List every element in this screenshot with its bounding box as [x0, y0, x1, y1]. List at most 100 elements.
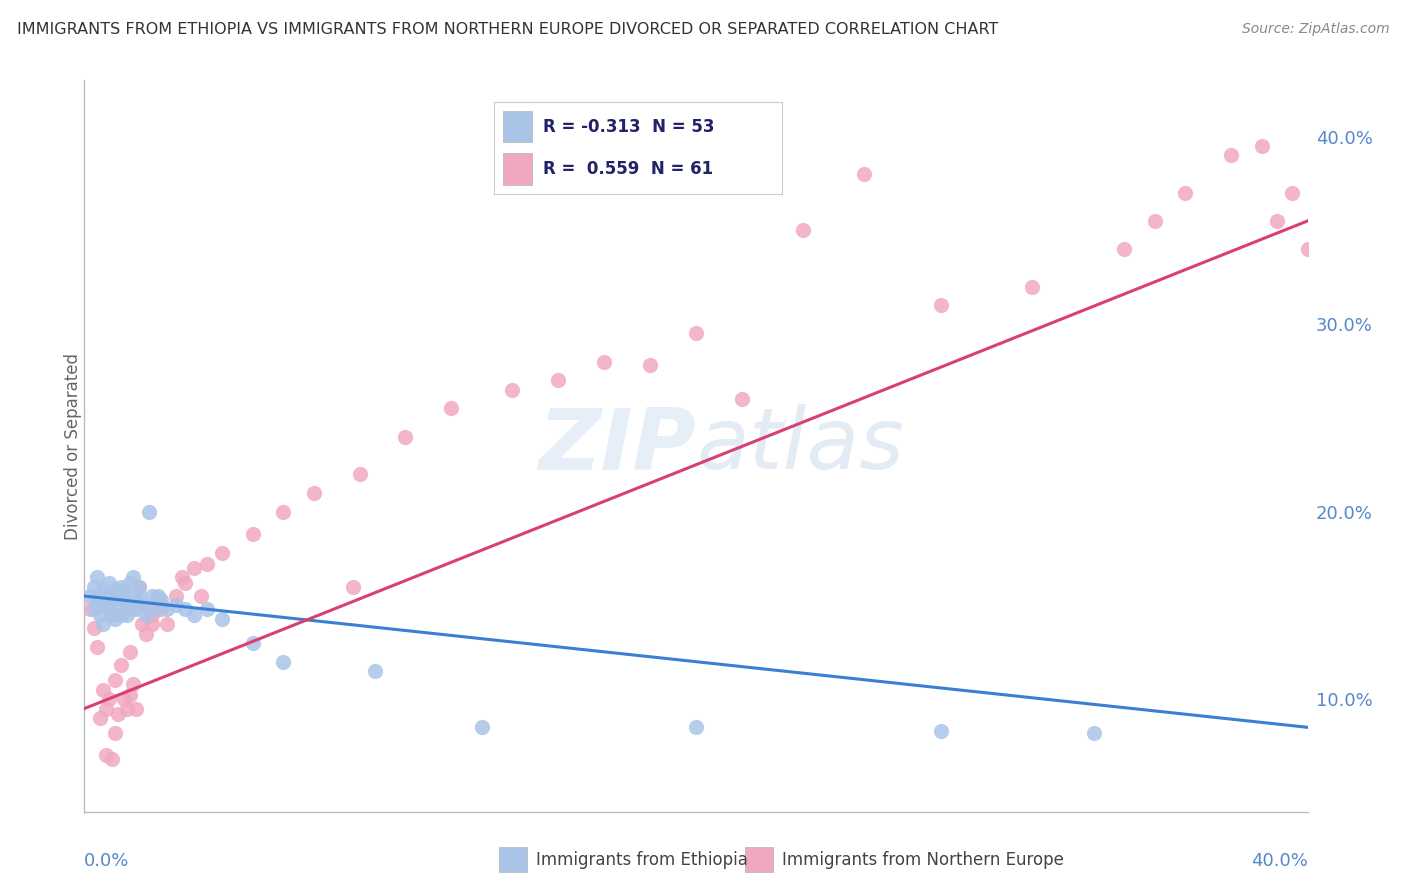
Point [149, 599, 172, 613]
Point [131, 617, 153, 632]
Point [1174, 186, 1197, 200]
Point [101, 752, 124, 766]
Point [91, 682, 114, 697]
Point [143, 595, 166, 609]
Point [1220, 148, 1243, 162]
Point [141, 589, 163, 603]
Point [440, 401, 463, 416]
Point [1265, 214, 1288, 228]
Point [115, 607, 138, 622]
Point [122, 570, 145, 584]
Point [131, 599, 153, 613]
Point [122, 677, 145, 691]
Point [97, 602, 120, 616]
Point [94, 599, 117, 613]
Point [143, 602, 166, 616]
Point [593, 354, 616, 368]
Point [112, 692, 135, 706]
Text: IMMIGRANTS FROM ETHIOPIA VS IMMIGRANTS FROM NORTHERN EUROPE DIVORCED OR SEPARATE: IMMIGRANTS FROM ETHIOPIA VS IMMIGRANTS F… [17, 22, 998, 37]
Point [149, 592, 172, 607]
Point [190, 589, 212, 603]
Point [141, 607, 163, 622]
Point [211, 611, 233, 625]
Point [302, 486, 325, 500]
Point [104, 583, 127, 598]
Point [242, 527, 264, 541]
Point [1021, 279, 1043, 293]
Point [120, 689, 142, 703]
Point [183, 607, 205, 622]
Point [138, 602, 160, 616]
Point [83, 621, 105, 635]
Point [86, 640, 108, 654]
Point [128, 580, 150, 594]
Point [94, 589, 117, 603]
Point [107, 589, 129, 603]
Point [120, 575, 142, 590]
Point [125, 592, 148, 607]
Point [110, 580, 132, 594]
Point [1250, 139, 1272, 153]
Point [174, 602, 197, 616]
Point [104, 673, 127, 688]
Point [547, 373, 569, 387]
Point [104, 726, 127, 740]
Point [929, 298, 952, 312]
Point [112, 583, 135, 598]
Point [89, 599, 111, 613]
Point [83, 602, 105, 616]
Text: Immigrants from Ethiopia: Immigrants from Ethiopia [536, 851, 748, 869]
Point [172, 570, 194, 584]
Point [929, 724, 952, 739]
Point [128, 580, 150, 594]
Y-axis label: Divorced or Separated: Divorced or Separated [65, 352, 82, 540]
Point [195, 602, 218, 616]
Point [342, 580, 364, 594]
Point [1083, 726, 1105, 740]
Point [135, 607, 157, 622]
Point [271, 505, 294, 519]
Point [120, 645, 142, 659]
Text: Source: ZipAtlas.com: Source: ZipAtlas.com [1241, 22, 1389, 37]
Point [138, 505, 160, 519]
Point [101, 595, 124, 609]
Point [1114, 242, 1136, 256]
Point [97, 575, 120, 590]
Point [89, 711, 111, 725]
Point [89, 607, 111, 622]
Point [141, 617, 163, 632]
Point [165, 599, 187, 613]
Point [853, 167, 876, 181]
Point [792, 223, 814, 237]
Point [86, 570, 108, 584]
Point [112, 592, 135, 607]
Point [364, 664, 387, 678]
Point [146, 589, 169, 603]
Point [1281, 186, 1303, 200]
Text: 40.0%: 40.0% [1251, 852, 1308, 870]
Point [125, 602, 148, 616]
Point [165, 589, 187, 603]
Point [91, 617, 114, 632]
Point [86, 595, 108, 609]
Point [79, 602, 101, 616]
Point [94, 748, 117, 763]
Point [122, 602, 145, 616]
Text: 0.0%: 0.0% [84, 852, 129, 870]
Point [1296, 242, 1319, 256]
Point [195, 557, 218, 571]
Point [156, 617, 179, 632]
Point [107, 707, 129, 722]
Point [638, 359, 661, 373]
Point [731, 392, 754, 406]
Point [128, 589, 150, 603]
Point [242, 636, 264, 650]
Point [125, 701, 148, 715]
Text: Immigrants from Northern Europe: Immigrants from Northern Europe [782, 851, 1063, 869]
Text: ZIP: ZIP [538, 404, 696, 488]
Point [271, 655, 294, 669]
Point [107, 602, 129, 616]
Point [211, 546, 233, 560]
Point [101, 607, 124, 622]
Point [685, 326, 707, 341]
